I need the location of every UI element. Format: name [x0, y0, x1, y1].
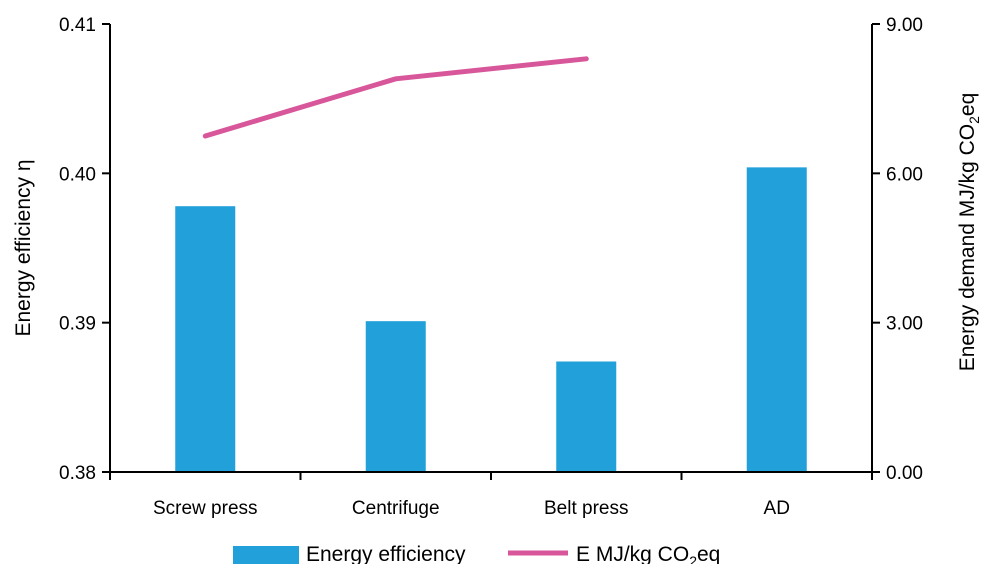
bar-screw-press: [175, 206, 236, 473]
x-ticks: Screw press Centrifuge Belt press AD: [109, 472, 873, 519]
bar-ad: [746, 167, 807, 473]
right-y-tick-label: 0.00: [886, 463, 923, 484]
right-y-tick-label: 6.00: [886, 164, 923, 185]
left-y-tick-label: 0.41: [59, 15, 96, 36]
line-series-group: [202, 56, 589, 139]
left-y-ticks: 0.38 0.39 0.40 0.41: [59, 15, 110, 484]
x-tick-label-ad: AD: [764, 498, 790, 519]
left-y-tick-label: 0.40: [59, 164, 96, 185]
x-tick-label-belt-press: Belt press: [544, 498, 628, 519]
x-tick-label-centrifuge: Centrifuge: [352, 498, 440, 519]
right-y-tick-label: 3.00: [886, 314, 923, 335]
right-y-ticks: 0.00 3.00 6.00 9.00: [872, 15, 923, 484]
x-tick-label-screw-press: Screw press: [153, 498, 258, 519]
left-y-tick-label: 0.38: [59, 463, 96, 484]
right-y-axis-title: Energy demand MJ/kg CO2eq: [956, 93, 982, 372]
line-series-e-mj-kg: [202, 56, 589, 139]
bars-group: [175, 167, 807, 473]
right-y-tick-label: 9.00: [886, 15, 923, 36]
legend-swatch-energy-efficiency: [233, 546, 299, 564]
bar-belt-press: [556, 361, 617, 472]
left-y-axis-title: Energy efficiency η: [12, 159, 35, 336]
legend-label-energy-efficiency: Energy efficiency: [306, 543, 466, 564]
left-y-tick-label: 0.39: [59, 314, 96, 335]
legend: Energy efficiency E MJ/kg CO2eq: [233, 543, 720, 564]
bar-centrifuge: [365, 321, 426, 472]
legend-label-e-mj-kg: E MJ/kg CO2eq: [576, 543, 720, 564]
